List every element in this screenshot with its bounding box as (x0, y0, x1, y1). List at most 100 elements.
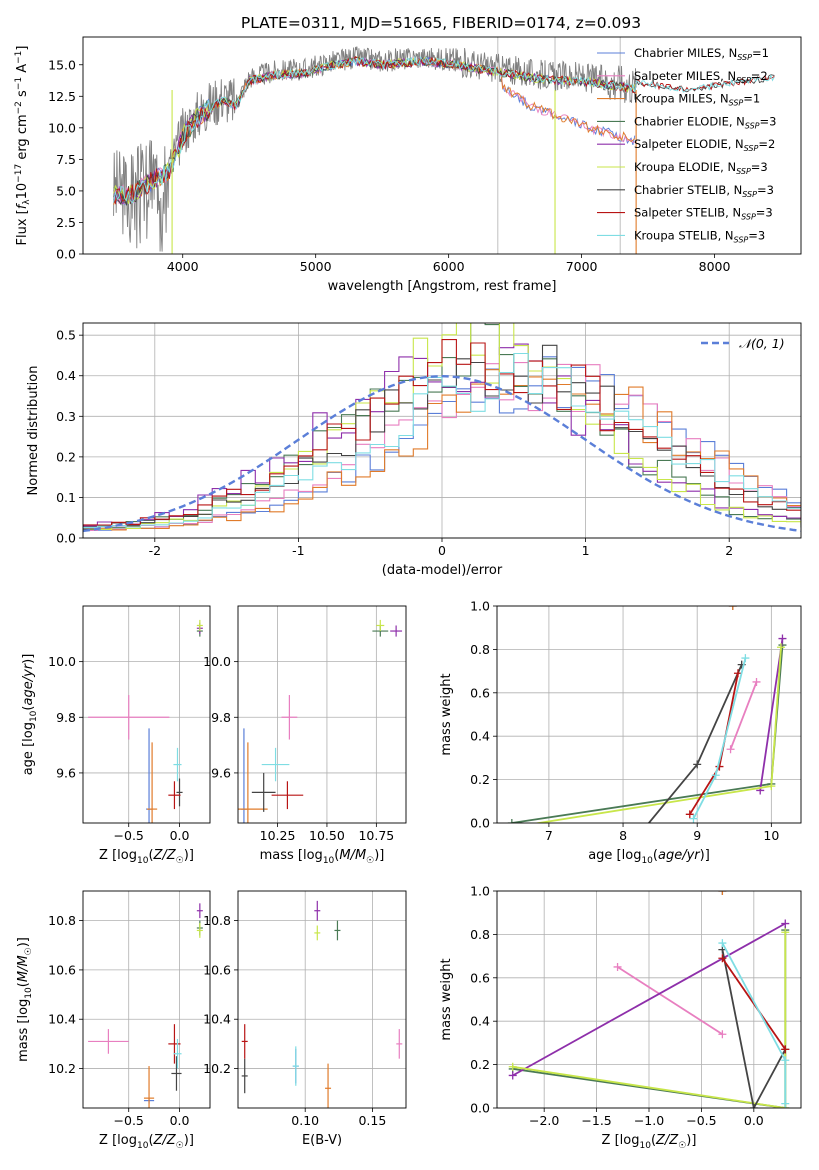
mass-weight-series-salpeter_miles (613, 962, 727, 1039)
x-tick-label: −1.0 (634, 1113, 664, 1128)
y-tick-label: 0.5 (56, 328, 76, 343)
y-tick-label: 1.0 (470, 884, 490, 899)
y-tick-label: 9.6 (56, 765, 76, 780)
y-tick-label: 0.8 (470, 642, 490, 657)
gaussian-reference-curve (83, 374, 801, 533)
errorbar-salpeter_stelib (241, 1024, 248, 1059)
errorbar-salpeter_miles (88, 695, 170, 740)
errorbar-chabrier_stelib (171, 1056, 182, 1091)
mass_vs_Z-plot-area (88, 903, 203, 1108)
y-tick-label: 0.4 (56, 368, 76, 383)
mass-weight-series-salpeter_elodie (756, 634, 787, 795)
axes-frame (496, 605, 802, 824)
residuals-plot-area (83, 323, 801, 533)
massweight_vs_age-plot-area (507, 606, 787, 831)
y-tick-label: 10.0 (48, 120, 76, 135)
x-tick-label: 2 (725, 543, 733, 558)
legend-entry-kroupa_elodie: Kroupa ELODIE, NSSP=3 (634, 160, 768, 176)
errorbar-kroupa_elodie (314, 925, 321, 941)
figure-title: PLATE=0311, MJD=51665, FIBERID=0174, z=0… (241, 14, 641, 32)
mass_vs_ebv-plot-area (241, 900, 403, 1108)
x-tick-label: -1 (292, 543, 304, 558)
y-tick-label: 10.4 (48, 1012, 76, 1027)
errorbar-kroupa_miles (147, 742, 158, 823)
observed-spectrum (113, 46, 637, 252)
y-tick-label: 1.0 (470, 599, 490, 614)
y-tick-label: 10.8 (203, 913, 231, 928)
mass-weight-point (781, 928, 790, 937)
y-tick-label: 0.8 (470, 927, 490, 942)
errorbar-salpeter_miles (281, 695, 298, 740)
mass-weight-point (718, 1030, 727, 1039)
x-tick-label: −0.5 (114, 1113, 144, 1128)
mass-weight-series-chabrier_elodie (507, 641, 787, 823)
mass-weight-point (781, 919, 790, 928)
y-tick-label: 0.0 (470, 816, 490, 831)
mass-weight-point (508, 1071, 517, 1080)
mass-weight-point (781, 1099, 790, 1108)
y-tick-label: 10.2 (203, 1061, 231, 1076)
residuals-legend: 𝒩(0, 1) (701, 336, 785, 351)
legend-entry-chabrier_elodie: Chabrier ELODIE, NSSP=3 (634, 114, 776, 130)
axes-frame (237, 890, 407, 1109)
mass-weight-series-kroupa_stelib (718, 939, 790, 1108)
model-spectrum-chabrier_elodie (113, 56, 636, 204)
errorbar-chabrier_elodie (334, 920, 341, 941)
legend-entry-salpeter_stelib: Salpeter STELIB, NSSP=3 (634, 206, 773, 222)
x-tick-label: −2.0 (529, 1113, 559, 1128)
x-tick-label: 0 (438, 543, 446, 558)
x-tick-label: 1 (582, 543, 590, 558)
mass-weight-point (693, 760, 702, 769)
mass-weight-point (689, 814, 698, 823)
y-tick-label: 10.8 (48, 913, 76, 928)
mass-weight-series-chabrier_stelib (641, 660, 746, 831)
y-tick-label: 10.4 (203, 1012, 231, 1027)
mass-weight-point (508, 1062, 517, 1071)
errorbar-salpeter_elodie (314, 900, 321, 921)
age_vs_mass-plot-area (238, 619, 403, 823)
y-tick-label: 10.0 (48, 654, 76, 669)
x-tick-label: 5000 (300, 259, 332, 274)
histogram-salpeter_stelib (83, 339, 801, 527)
y-axis-label: mass weight (439, 673, 454, 755)
massweight_vs_Z-panel: −2.0 −1.5 −1.0 −0.5 0.0 0.0 0.2 0.4 0.6 0.8 1.0 Z [… (439, 884, 802, 1151)
x-tick-label: 0.15 (358, 1113, 386, 1128)
x-tick-label: 10.75 (358, 828, 394, 843)
massweight_vs_age-panel: 7 8 9 10 0.0 0.2 0.4 0.6 0.8 1.0 age [log10(age/yr… (439, 599, 802, 866)
age_vs_mass-panel: 10.25 10.50 10.75 9.6 9.8 10.0 mass [log10(M/M… (203, 605, 407, 866)
x-tick-label: 10.25 (260, 828, 296, 843)
y-tick-label: 5.0 (56, 183, 76, 198)
y-tick-label: 0.6 (470, 970, 490, 985)
y-axis-label: age [log10(age/yr)] (21, 654, 39, 776)
x-tick-label: 9 (693, 828, 701, 843)
mass-weight-point (685, 810, 694, 819)
mass-weight-point (641, 823, 649, 831)
x-axis-label: (data-model)/error (382, 563, 503, 578)
y-tick-label: 7.5 (56, 152, 76, 167)
y-tick-label: 0.3 (56, 409, 76, 424)
x-tick-label: 7 (545, 828, 553, 843)
y-tick-label: 0.2 (470, 772, 490, 787)
y-axis-label: mass [log10(M/M☉)] (16, 937, 34, 1062)
mass-weight-point (752, 677, 761, 686)
mass-weight-series-kroupa_miles (718, 891, 727, 895)
mass-weight-series-salpeter_elodie (508, 919, 790, 1080)
x-tick-label: −0.5 (114, 828, 144, 843)
mass-weight-point (508, 823, 516, 831)
legend-entry-salpeter_miles: Salpeter MILES, NSSP=2 (634, 69, 768, 85)
y-tick-label: 0.2 (470, 1057, 490, 1072)
mass-weight-point (613, 962, 622, 971)
y-tick-label: 0.2 (56, 449, 76, 464)
x-tick-label: 10.50 (309, 828, 345, 843)
y-tick-label: 2.5 (56, 215, 76, 230)
x-tick-label: 8 (619, 828, 627, 843)
mass-weight-point (507, 819, 516, 823)
x-axis-label: Z [log10(Z/Z☉)] (602, 1133, 697, 1151)
mass-weight-series-kroupa_stelib (689, 654, 750, 823)
y-tick-label: 9.8 (56, 710, 76, 725)
y-tick-label: 10.6 (203, 962, 231, 977)
y-tick-label: 0.4 (470, 1014, 490, 1029)
legend-entry-kroupa_stelib: Kroupa STELIB, NSSP=3 (634, 228, 765, 244)
mass_vs_Z-panel: −0.5 0.0 10.2 10.4 10.6 10.8 Z [log10(Z/Z☉)] ma… (16, 890, 211, 1151)
